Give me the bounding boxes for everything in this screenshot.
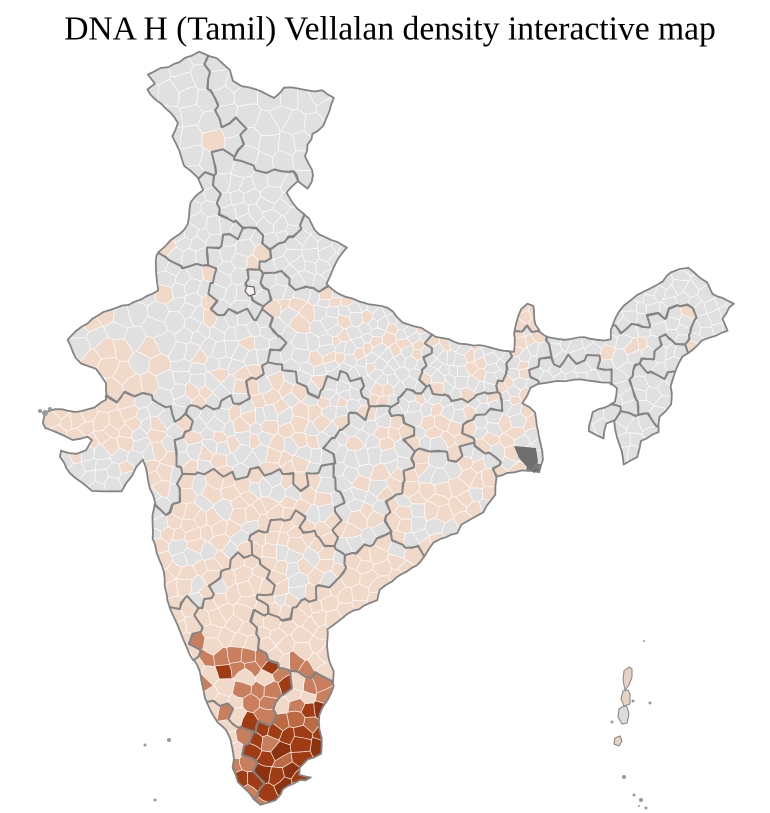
svg-text:DNA H (Tamil) Vellalan density: DNA H (Tamil) Vellalan density interacti… bbox=[64, 11, 716, 48]
